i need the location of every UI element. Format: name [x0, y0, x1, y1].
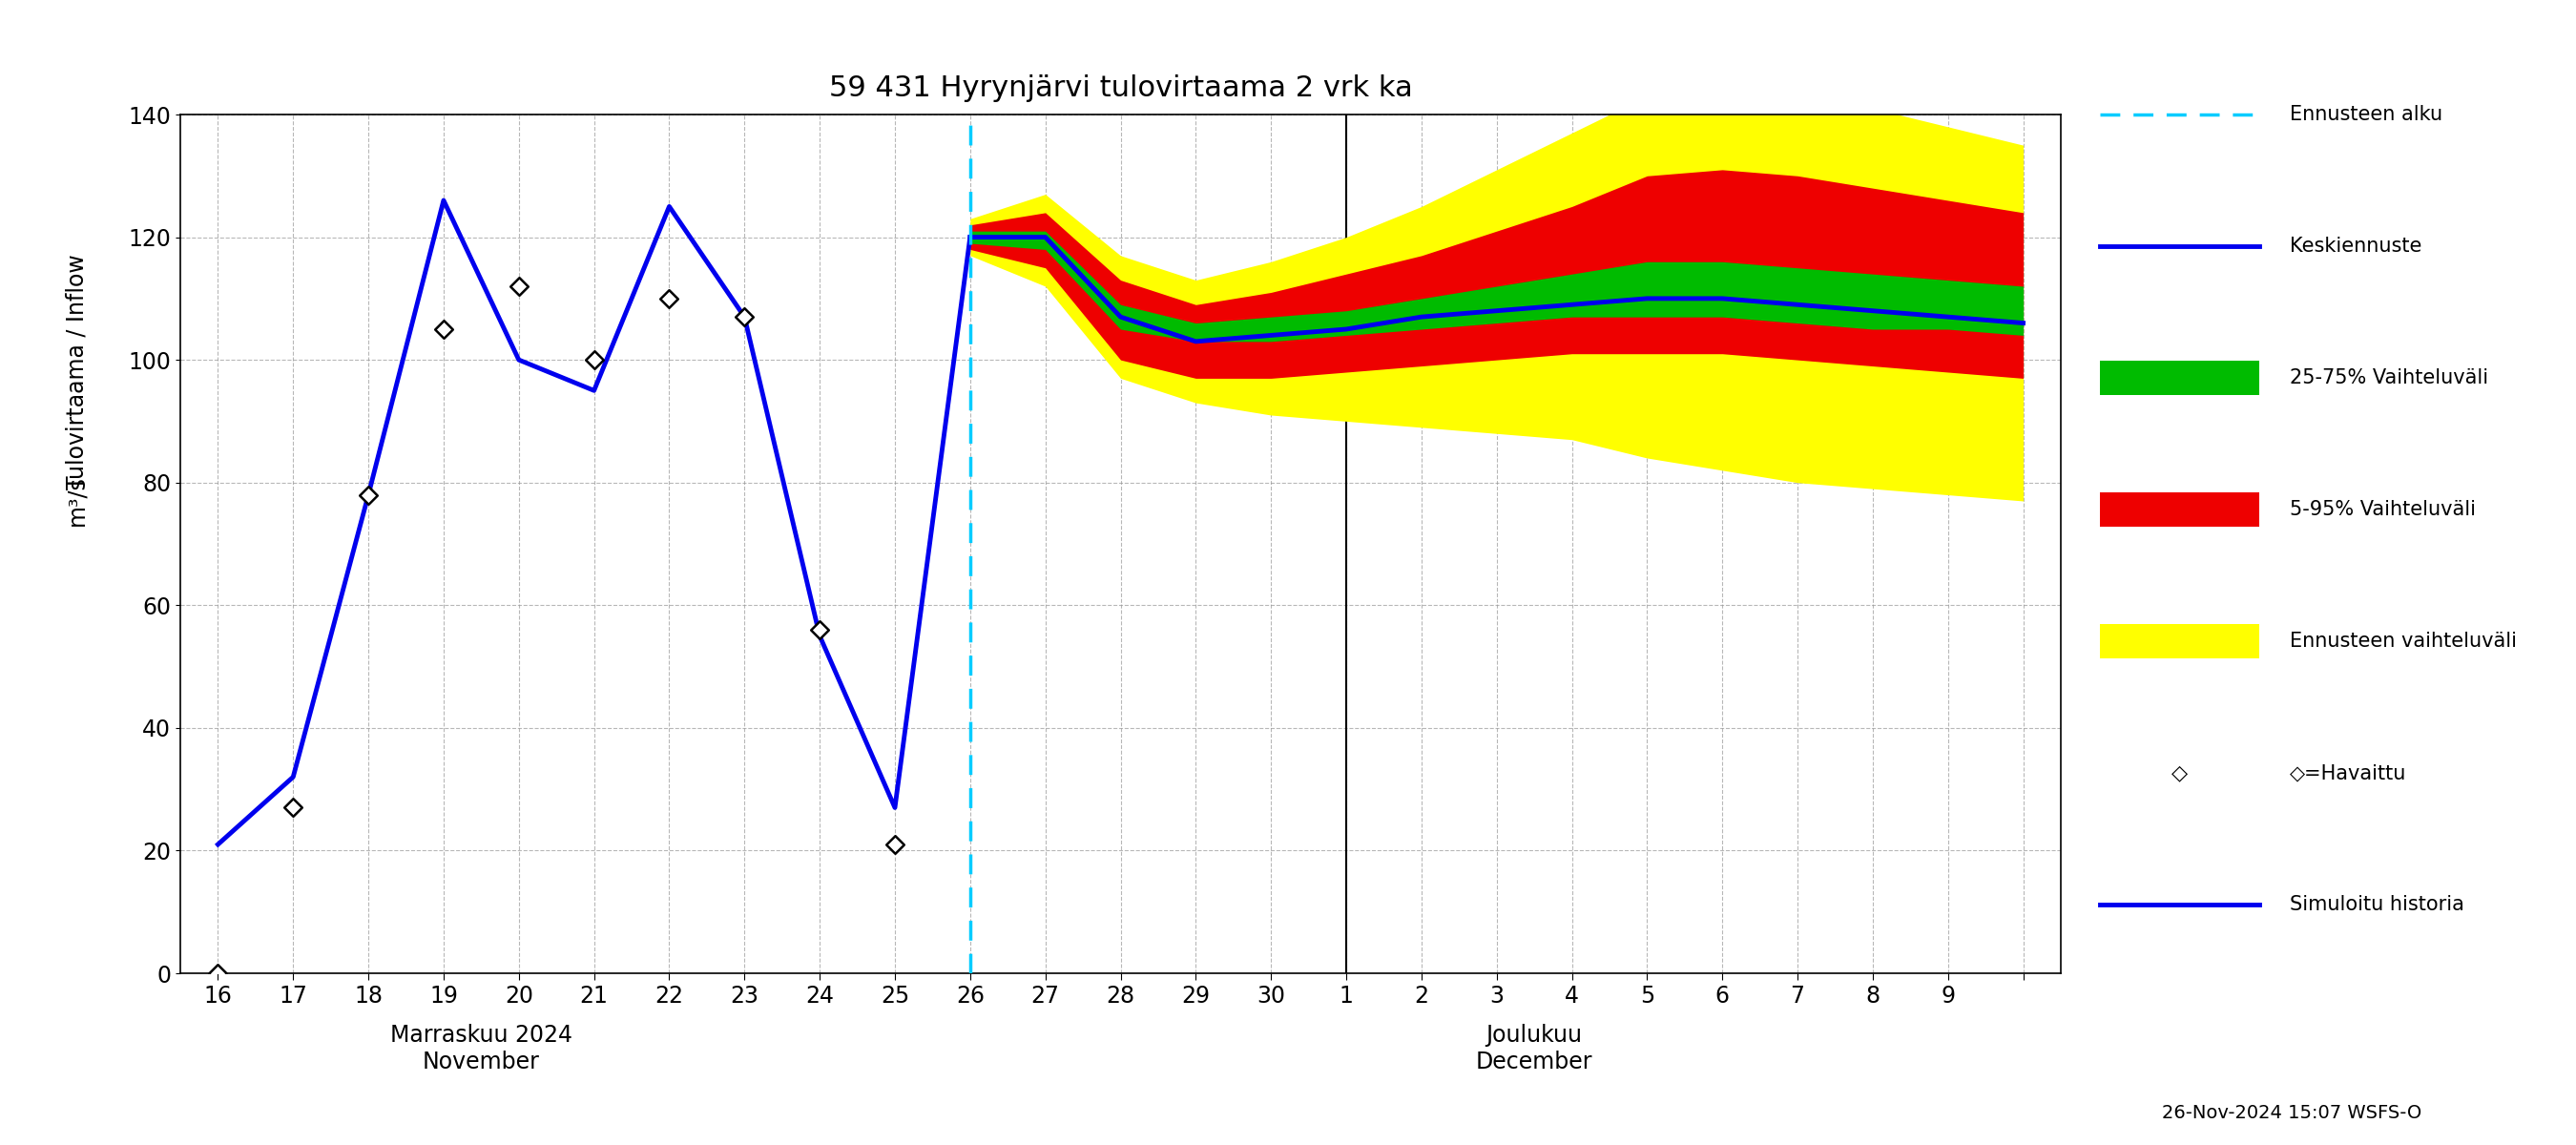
Text: Joulukuu: Joulukuu — [1486, 1024, 1582, 1047]
Text: ◇=Havaittu: ◇=Havaittu — [2290, 764, 2406, 782]
Point — [273, 798, 314, 816]
Point — [873, 836, 914, 854]
Point — [724, 308, 765, 326]
Text: Ennusteen vaihteluväli: Ennusteen vaihteluväli — [2290, 632, 2517, 650]
Point — [649, 290, 690, 308]
Text: Simuloitu historia: Simuloitu historia — [2290, 895, 2465, 914]
Point — [574, 350, 616, 369]
Text: 25-75% Vaihteluväli: 25-75% Vaihteluväli — [2290, 369, 2488, 387]
Text: December: December — [1476, 1050, 1592, 1073]
Text: Keskiennuste: Keskiennuste — [2290, 237, 2421, 255]
Text: November: November — [422, 1050, 541, 1073]
Point — [497, 277, 538, 295]
Text: Marraskuu 2024: Marraskuu 2024 — [389, 1024, 572, 1047]
Text: Ennusteen alku: Ennusteen alku — [2290, 105, 2442, 124]
Text: m³/s: m³/s — [64, 475, 88, 527]
Point — [422, 321, 464, 339]
Text: ◇: ◇ — [2172, 764, 2187, 782]
Title: 59 431 Hyrynjärvi tulovirtaama 2 vrk ka: 59 431 Hyrynjärvi tulovirtaama 2 vrk ka — [829, 74, 1412, 102]
Text: Tulovirtaama / Inflow: Tulovirtaama / Inflow — [64, 254, 88, 490]
Point — [799, 621, 840, 639]
Point — [198, 964, 240, 982]
Point — [348, 485, 389, 504]
Text: 26-Nov-2024 15:07 WSFS-O: 26-Nov-2024 15:07 WSFS-O — [2161, 1104, 2421, 1122]
Text: 5-95% Vaihteluväli: 5-95% Vaihteluväli — [2290, 500, 2476, 519]
